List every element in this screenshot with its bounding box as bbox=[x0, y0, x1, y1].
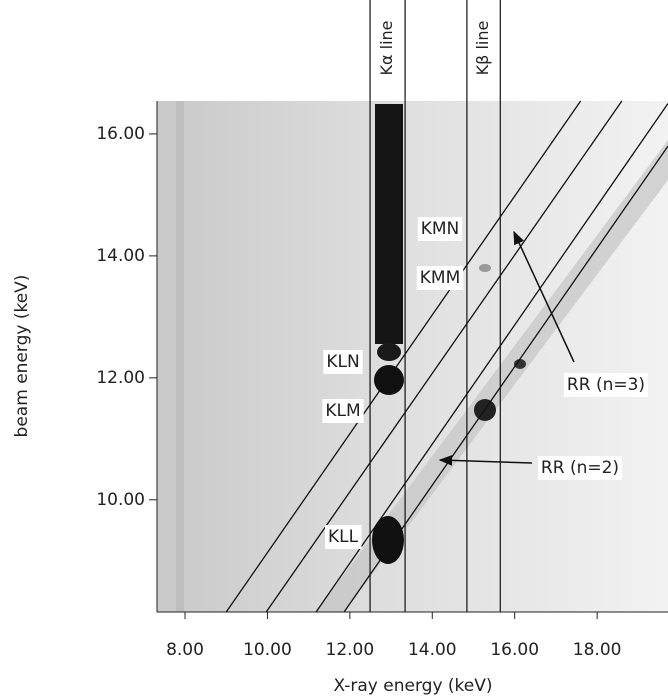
y-tick-label: 14.00 bbox=[96, 246, 145, 266]
annotation-background bbox=[322, 399, 364, 423]
annotation: KLN bbox=[326, 352, 359, 372]
diagonal-line bbox=[343, 145, 668, 613]
annotation: KLL bbox=[328, 527, 359, 547]
x-tick-label: 8.00 bbox=[166, 640, 204, 660]
y-axis-label: beam energy (keV) bbox=[12, 275, 32, 438]
annotation: KMN bbox=[421, 219, 460, 239]
reference-label: Kα line bbox=[377, 21, 396, 76]
x-tick-label: 16.00 bbox=[490, 640, 539, 660]
annotation-arrow bbox=[438, 454, 533, 466]
annotation-background bbox=[323, 350, 363, 374]
annotation: RR (n=2) bbox=[541, 458, 619, 478]
x-tick-label: 12.00 bbox=[326, 640, 375, 660]
annotation-background bbox=[537, 456, 623, 480]
diagonal-line bbox=[225, 100, 582, 613]
x-tick-label: 18.00 bbox=[573, 640, 622, 660]
annotation-background bbox=[324, 525, 362, 549]
annotation: KLM bbox=[325, 401, 360, 421]
x-axis-label: X-ray energy (keV) bbox=[333, 676, 492, 696]
diagonal-line bbox=[315, 103, 668, 613]
annotation-background bbox=[563, 373, 649, 397]
annotation: RR (n=3) bbox=[567, 375, 645, 395]
annotation-background bbox=[416, 266, 464, 290]
y-tick-label: 10.00 bbox=[96, 490, 145, 510]
annotation-arrow bbox=[513, 230, 575, 363]
annotation: KMM bbox=[420, 268, 460, 288]
y-tick-label: 16.00 bbox=[96, 124, 145, 144]
intensity-map bbox=[157, 101, 668, 612]
x-tick-label: 10.00 bbox=[243, 640, 292, 660]
reference-label: Kβ line bbox=[473, 21, 492, 76]
x-tick-label: 14.00 bbox=[408, 640, 457, 660]
annotation-background bbox=[417, 217, 463, 241]
y-tick-label: 12.00 bbox=[96, 368, 145, 388]
